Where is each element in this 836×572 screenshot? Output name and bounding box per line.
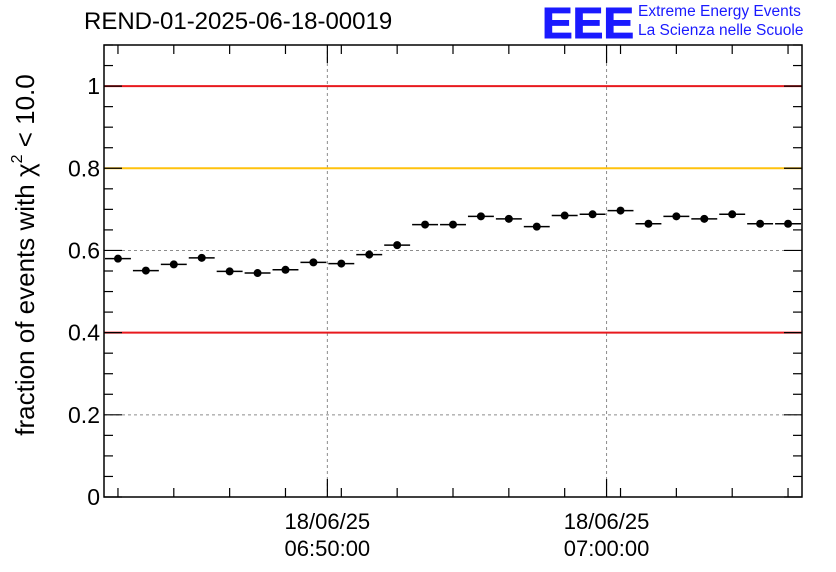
data-point <box>663 212 690 221</box>
data-point-marker <box>337 259 346 268</box>
data-point-marker <box>476 212 485 221</box>
data-point-marker <box>756 219 765 228</box>
data-point <box>495 214 522 223</box>
data-point <box>272 265 299 274</box>
data-point <box>607 206 634 215</box>
logo-line-2: La Scienza nelle Scuole <box>638 22 804 39</box>
data-point-marker <box>644 219 653 228</box>
data-point-marker <box>588 210 597 219</box>
y-axis-label: fraction of events with χ2 < 10.0 <box>9 74 40 435</box>
x-tick-label-time: 06:50:00 <box>285 536 371 561</box>
data-point-marker <box>784 219 793 228</box>
data-point <box>719 210 746 219</box>
y-tick-label: 0.2 <box>68 402 100 428</box>
data-point <box>384 241 411 250</box>
logo-caption: Extreme Energy Events La Scienza nelle S… <box>638 2 803 40</box>
chart-title: REND-01-2025-06-18-00019 <box>84 8 393 35</box>
data-point <box>300 258 327 267</box>
data-point-marker <box>616 206 625 215</box>
data-point <box>747 219 774 228</box>
data-point-marker <box>365 250 374 259</box>
data-point <box>635 219 662 228</box>
data-point-marker <box>113 254 122 263</box>
data-point-marker <box>421 220 430 229</box>
y-axis-label-suffix: < 10.0 <box>10 74 40 154</box>
data-point-marker <box>169 260 178 269</box>
x-tick-label-date: 18/06/25 <box>285 509 371 534</box>
data-point-marker <box>728 210 737 219</box>
data-point <box>775 219 801 228</box>
data-point <box>105 254 131 263</box>
y-tick-label: 0.6 <box>68 237 100 263</box>
data-point-marker <box>449 220 457 229</box>
data-point <box>328 259 355 268</box>
data-point <box>440 220 466 229</box>
data-point <box>551 211 578 220</box>
plot-frame <box>103 44 803 498</box>
data-point-marker <box>141 266 150 275</box>
x-tick-label-time: 07:00:00 <box>564 536 650 561</box>
data-point <box>132 266 159 275</box>
data-point-marker <box>700 214 709 223</box>
y-tick-label: 0 <box>87 484 100 510</box>
data-point <box>412 220 439 229</box>
data-point-marker <box>560 211 569 220</box>
eee-logo-letters: EEE <box>542 2 634 42</box>
eee-logo: EEE <box>542 2 635 42</box>
data-point <box>467 212 494 221</box>
y-tick-label: 0.4 <box>68 320 100 346</box>
y-tick-label: 1 <box>87 73 100 99</box>
data-point-marker <box>197 253 206 262</box>
data-point-marker <box>504 214 513 223</box>
y-tick-label: 0.8 <box>68 155 100 181</box>
y-axis-label-prefix: fraction of events with χ <box>10 163 40 436</box>
data-point-marker <box>672 212 681 221</box>
data-point-marker <box>253 269 262 278</box>
data-point-marker <box>393 241 402 250</box>
data-point-marker <box>309 258 318 267</box>
data-point-marker <box>225 267 234 276</box>
data-point <box>691 214 718 223</box>
x-tick-label-date: 18/06/25 <box>564 509 650 534</box>
data-point <box>579 210 606 219</box>
y-axis-label-superscript: 2 <box>9 154 26 163</box>
data-point <box>188 253 215 262</box>
data-point <box>160 260 187 269</box>
data-point <box>523 222 550 231</box>
data-point <box>244 269 271 278</box>
logo-line-1: Extreme Energy Events <box>638 3 801 20</box>
data-point-marker <box>532 222 541 231</box>
data-point-marker <box>281 265 290 274</box>
data-point <box>356 250 383 259</box>
data-point <box>216 267 243 276</box>
